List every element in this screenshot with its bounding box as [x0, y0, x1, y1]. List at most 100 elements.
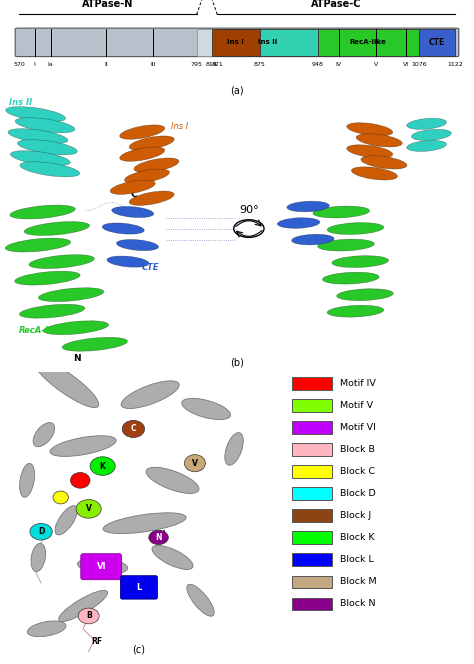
Ellipse shape	[119, 147, 165, 161]
Ellipse shape	[15, 118, 75, 133]
Ellipse shape	[90, 457, 115, 475]
Text: K: K	[100, 461, 106, 471]
FancyBboxPatch shape	[81, 554, 122, 580]
Ellipse shape	[59, 590, 108, 622]
Text: VI: VI	[97, 562, 106, 571]
Ellipse shape	[407, 140, 447, 151]
Ellipse shape	[5, 238, 71, 252]
Text: Motif V: Motif V	[340, 401, 373, 410]
Text: Block C: Block C	[340, 467, 375, 476]
Text: 570: 570	[13, 62, 25, 66]
Text: Block M: Block M	[340, 577, 376, 586]
Ellipse shape	[18, 139, 77, 155]
Text: Motif IV: Motif IV	[340, 378, 376, 388]
Ellipse shape	[76, 499, 101, 518]
Ellipse shape	[55, 506, 77, 535]
Ellipse shape	[10, 151, 70, 166]
Ellipse shape	[20, 162, 80, 177]
Ellipse shape	[31, 543, 46, 572]
Bar	[292, 576, 332, 588]
Text: Block B: Block B	[340, 445, 375, 454]
Text: 1076: 1076	[411, 62, 427, 66]
Ellipse shape	[327, 222, 384, 234]
Ellipse shape	[327, 305, 384, 317]
Text: IV: IV	[336, 62, 342, 66]
Text: III: III	[150, 62, 156, 66]
Ellipse shape	[62, 337, 128, 351]
Text: 90°: 90°	[239, 205, 259, 214]
Ellipse shape	[10, 205, 75, 219]
Text: Block K: Block K	[340, 533, 374, 542]
Text: Block J: Block J	[340, 511, 371, 520]
Text: Ins I: Ins I	[171, 122, 188, 131]
Ellipse shape	[71, 473, 90, 488]
Ellipse shape	[103, 513, 186, 534]
Ellipse shape	[122, 420, 145, 438]
Ellipse shape	[8, 129, 68, 144]
Text: RecA-like: RecA-like	[19, 326, 63, 335]
Text: (c): (c)	[132, 645, 146, 655]
Text: Ins I: Ins I	[228, 39, 244, 45]
Text: Ins II: Ins II	[9, 98, 33, 106]
Text: L: L	[137, 583, 142, 592]
Text: 875: 875	[254, 62, 266, 66]
Ellipse shape	[129, 136, 174, 150]
Ellipse shape	[225, 433, 243, 465]
Text: C: C	[130, 424, 136, 434]
Ellipse shape	[332, 256, 389, 268]
Text: 814: 814	[206, 62, 218, 66]
Ellipse shape	[29, 255, 94, 268]
Ellipse shape	[19, 463, 35, 497]
Ellipse shape	[124, 169, 170, 183]
Bar	[292, 554, 332, 566]
Ellipse shape	[149, 531, 168, 544]
Ellipse shape	[19, 304, 85, 318]
Bar	[292, 509, 332, 522]
Text: N: N	[158, 530, 164, 539]
Text: Block N: Block N	[340, 600, 375, 608]
Text: 1122: 1122	[447, 62, 463, 66]
Bar	[292, 399, 332, 412]
Text: (a): (a)	[230, 85, 244, 96]
Text: RF: RF	[91, 637, 102, 646]
Ellipse shape	[107, 256, 149, 267]
Bar	[318, 29, 419, 56]
Text: V: V	[86, 505, 91, 513]
Text: II: II	[104, 62, 108, 66]
Ellipse shape	[119, 125, 165, 139]
Ellipse shape	[112, 207, 154, 218]
Ellipse shape	[27, 621, 66, 637]
Ellipse shape	[346, 123, 393, 136]
Bar	[292, 421, 332, 434]
Text: 948: 948	[311, 62, 324, 66]
Ellipse shape	[15, 271, 80, 285]
FancyBboxPatch shape	[15, 28, 459, 56]
Ellipse shape	[187, 584, 214, 616]
Text: CTE: CTE	[429, 38, 445, 47]
Text: Block D: Block D	[340, 489, 375, 498]
Ellipse shape	[34, 359, 99, 408]
Ellipse shape	[30, 523, 52, 540]
Bar	[212, 29, 260, 56]
Ellipse shape	[318, 239, 374, 251]
Ellipse shape	[53, 491, 68, 504]
Text: V: V	[192, 459, 198, 467]
Text: V: V	[374, 62, 378, 66]
Ellipse shape	[182, 398, 230, 420]
Ellipse shape	[38, 288, 104, 301]
Text: Ins II: Ins II	[258, 39, 277, 45]
Bar	[217, 29, 318, 56]
Ellipse shape	[322, 272, 379, 284]
Bar	[292, 487, 332, 500]
Text: 821: 821	[211, 62, 223, 66]
Ellipse shape	[78, 558, 128, 574]
Ellipse shape	[346, 145, 393, 158]
Text: ATPase-N: ATPase-N	[82, 0, 134, 9]
Ellipse shape	[351, 167, 398, 180]
Bar	[292, 443, 332, 456]
Text: (b): (b)	[230, 358, 244, 368]
Text: C: C	[130, 190, 137, 199]
Text: Motif VI: Motif VI	[340, 423, 376, 432]
Text: B: B	[86, 612, 91, 620]
Bar	[292, 465, 332, 478]
